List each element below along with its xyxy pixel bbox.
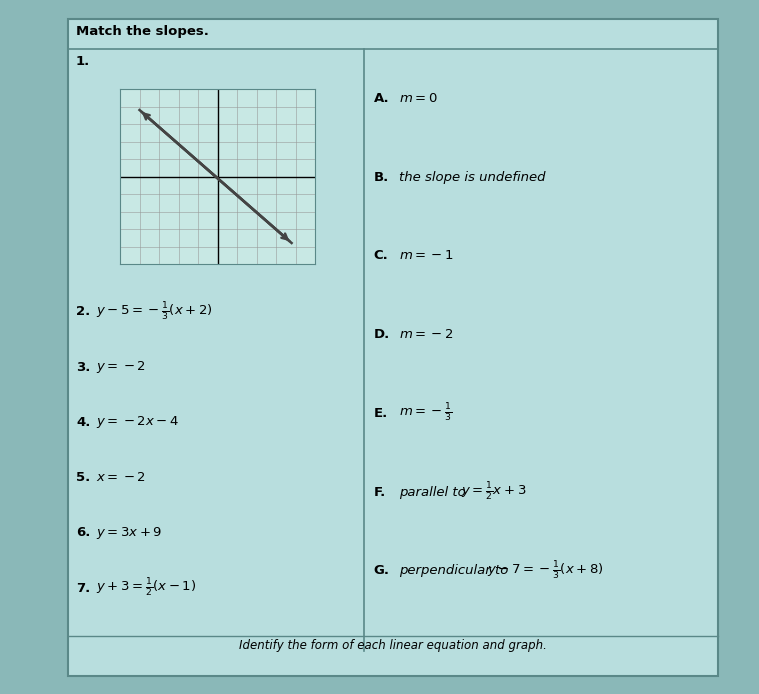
Text: 7.: 7.	[76, 582, 90, 595]
Text: $m=0$: $m=0$	[398, 92, 437, 105]
Text: parallel to: parallel to	[398, 486, 470, 498]
Text: $y+3=\frac{1}{2}(x-1)$: $y+3=\frac{1}{2}(x-1)$	[96, 577, 197, 600]
Text: $m=-2$: $m=-2$	[398, 328, 453, 341]
Text: Match the slopes.: Match the slopes.	[76, 25, 209, 38]
Text: $y=-2$: $y=-2$	[96, 359, 146, 375]
Text: B.: B.	[373, 171, 389, 184]
Text: $m=-1$: $m=-1$	[398, 249, 453, 262]
Text: D.: D.	[373, 328, 390, 341]
Text: 5.: 5.	[76, 471, 90, 484]
Text: F.: F.	[373, 486, 386, 498]
Text: $y=3x+9$: $y=3x+9$	[96, 525, 162, 541]
Text: C.: C.	[373, 249, 389, 262]
Text: Identify the form of each linear equation and graph.: Identify the form of each linear equatio…	[239, 639, 547, 652]
Text: 3.: 3.	[76, 360, 90, 373]
Text: perpendicular to: perpendicular to	[398, 564, 512, 577]
Text: $y=\frac{1}{2}x+3$: $y=\frac{1}{2}x+3$	[461, 481, 527, 503]
Text: $y-7=-\frac{1}{3}(x+8)$: $y-7=-\frac{1}{3}(x+8)$	[487, 559, 604, 582]
Text: 1.: 1.	[76, 55, 90, 68]
Text: 6.: 6.	[76, 527, 90, 539]
Text: A.: A.	[373, 92, 389, 105]
Text: 4.: 4.	[76, 416, 90, 429]
Text: E.: E.	[373, 407, 388, 420]
Text: the slope is undefined: the slope is undefined	[398, 171, 545, 184]
Text: $y=-2x-4$: $y=-2x-4$	[96, 414, 179, 430]
Text: $m=-\frac{1}{3}$: $m=-\frac{1}{3}$	[398, 403, 452, 425]
Text: $x=-2$: $x=-2$	[96, 471, 146, 484]
Text: 2.: 2.	[76, 305, 90, 318]
Bar	[68, 19, 718, 676]
Text: $y-5=-\frac{1}{3}(x+2)$: $y-5=-\frac{1}{3}(x+2)$	[96, 301, 213, 323]
Text: G.: G.	[373, 564, 390, 577]
